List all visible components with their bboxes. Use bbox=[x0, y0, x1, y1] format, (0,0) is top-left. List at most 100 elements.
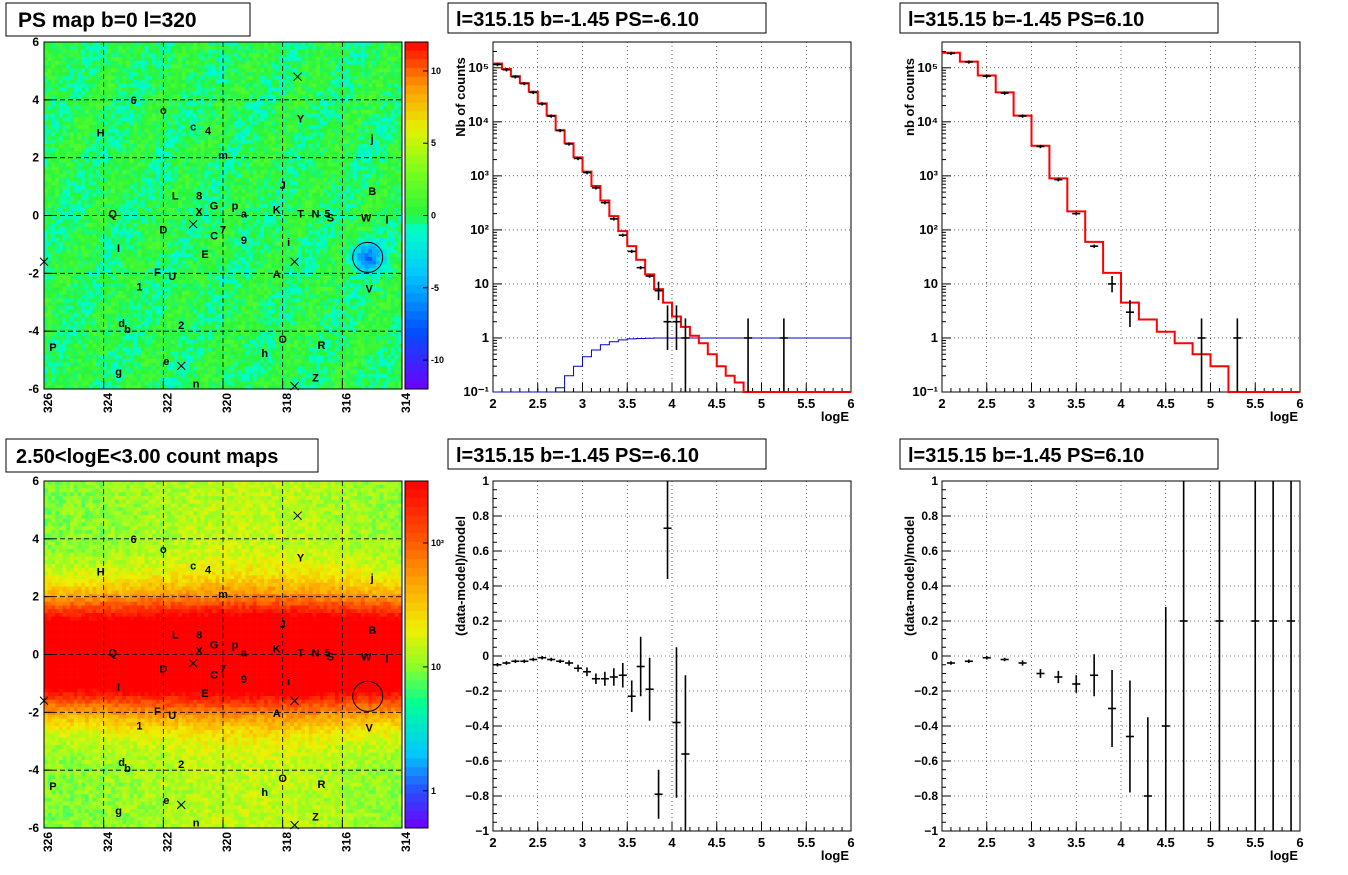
map-pixel bbox=[308, 57, 313, 62]
map-pixel bbox=[364, 94, 369, 99]
map-pixel bbox=[312, 204, 317, 209]
map-pixel bbox=[319, 75, 324, 81]
map-pixel bbox=[51, 128, 56, 133]
map-pixel bbox=[204, 158, 209, 163]
map-pixel bbox=[398, 170, 403, 175]
map-pixel bbox=[394, 143, 399, 148]
map-pixel bbox=[293, 155, 298, 160]
map-pixel bbox=[264, 143, 269, 148]
map-pixel bbox=[387, 162, 392, 167]
map-pixel bbox=[357, 57, 362, 62]
map-pixel bbox=[223, 83, 228, 88]
map-pixel bbox=[260, 185, 265, 190]
map-pixel bbox=[349, 109, 354, 114]
map-pixel bbox=[368, 219, 373, 224]
map-pixel bbox=[185, 219, 190, 224]
map-pixel bbox=[126, 215, 131, 220]
map-pixel bbox=[260, 128, 265, 133]
map-pixel bbox=[387, 155, 392, 160]
map-pixel bbox=[133, 151, 138, 156]
map-pixel bbox=[126, 128, 131, 133]
map-pixel bbox=[81, 128, 86, 133]
map-pixel bbox=[312, 151, 317, 156]
map-pixel bbox=[245, 87, 250, 92]
map-pixel bbox=[129, 196, 134, 201]
map-pixel bbox=[148, 147, 153, 152]
map-pixel bbox=[219, 124, 224, 130]
map-pixel bbox=[215, 91, 220, 96]
map-pixel bbox=[193, 102, 198, 107]
map-pixel bbox=[290, 223, 295, 228]
map-pixel bbox=[331, 117, 336, 122]
map-pixel bbox=[312, 49, 317, 54]
map-pixel bbox=[103, 166, 108, 171]
map-pixel bbox=[353, 211, 358, 216]
map-pixel bbox=[211, 64, 216, 69]
map-pixel bbox=[241, 57, 246, 62]
map-pixel bbox=[189, 223, 194, 228]
map-pixel bbox=[62, 113, 67, 118]
map-pixel bbox=[152, 200, 157, 205]
map-pixel bbox=[55, 53, 60, 58]
map-pixel bbox=[394, 174, 399, 179]
map-pixel bbox=[252, 42, 257, 47]
map-pixel bbox=[245, 226, 250, 231]
map-pixel bbox=[394, 147, 399, 152]
map-pixel bbox=[312, 64, 317, 69]
map-pixel bbox=[346, 45, 351, 50]
map-pixel bbox=[375, 72, 380, 77]
map-pixel bbox=[133, 128, 138, 133]
map-pixel bbox=[133, 117, 138, 122]
map-pixel bbox=[178, 75, 183, 81]
map-pixel bbox=[99, 98, 104, 103]
map-pixel bbox=[111, 124, 116, 130]
map-pixel bbox=[230, 140, 235, 145]
map-pixel bbox=[73, 200, 78, 205]
map-pixel bbox=[174, 155, 179, 160]
map-pixel bbox=[394, 162, 399, 167]
map-pixel bbox=[383, 196, 388, 201]
map-pixel bbox=[118, 223, 123, 228]
map-pixel bbox=[249, 189, 254, 194]
map-pixel bbox=[275, 189, 280, 194]
map-pixel bbox=[379, 109, 384, 114]
map-pixel bbox=[286, 102, 291, 107]
map-pixel bbox=[241, 79, 246, 84]
map-pixel bbox=[92, 49, 97, 54]
map-pixel bbox=[99, 143, 104, 148]
map-pixel bbox=[47, 113, 52, 118]
map-pixel bbox=[204, 124, 209, 130]
map-pixel bbox=[111, 219, 116, 224]
map-pixel bbox=[267, 211, 272, 216]
map-pixel bbox=[51, 109, 56, 114]
map-pixel bbox=[252, 79, 257, 84]
map-pixel bbox=[193, 106, 198, 111]
map-pixel bbox=[316, 136, 321, 141]
map-pixel bbox=[73, 189, 78, 194]
map-pixel bbox=[62, 200, 67, 205]
map-pixel bbox=[103, 72, 108, 77]
map-pixel bbox=[346, 189, 351, 194]
map-pixel bbox=[99, 234, 104, 239]
map-pixel bbox=[103, 117, 108, 122]
map-pixel bbox=[55, 204, 60, 209]
map-pixel bbox=[85, 124, 90, 130]
map-pixel bbox=[390, 158, 395, 163]
map-pixel bbox=[331, 200, 336, 205]
map-pixel bbox=[44, 64, 49, 69]
map-pixel bbox=[334, 87, 339, 92]
map-pixel bbox=[286, 147, 291, 152]
map-pixel bbox=[44, 162, 49, 167]
map-pixel bbox=[305, 45, 310, 50]
map-pixel bbox=[85, 102, 90, 107]
map-pixel bbox=[301, 207, 306, 213]
map-pixel bbox=[47, 158, 52, 163]
map-pixel bbox=[85, 64, 90, 69]
map-pixel bbox=[398, 87, 403, 92]
map-pixel bbox=[163, 87, 168, 92]
map-pixel bbox=[167, 79, 172, 84]
map-pixel bbox=[55, 192, 60, 197]
map-pixel bbox=[282, 211, 287, 216]
map-pixel bbox=[301, 174, 306, 179]
map-pixel bbox=[316, 113, 321, 118]
